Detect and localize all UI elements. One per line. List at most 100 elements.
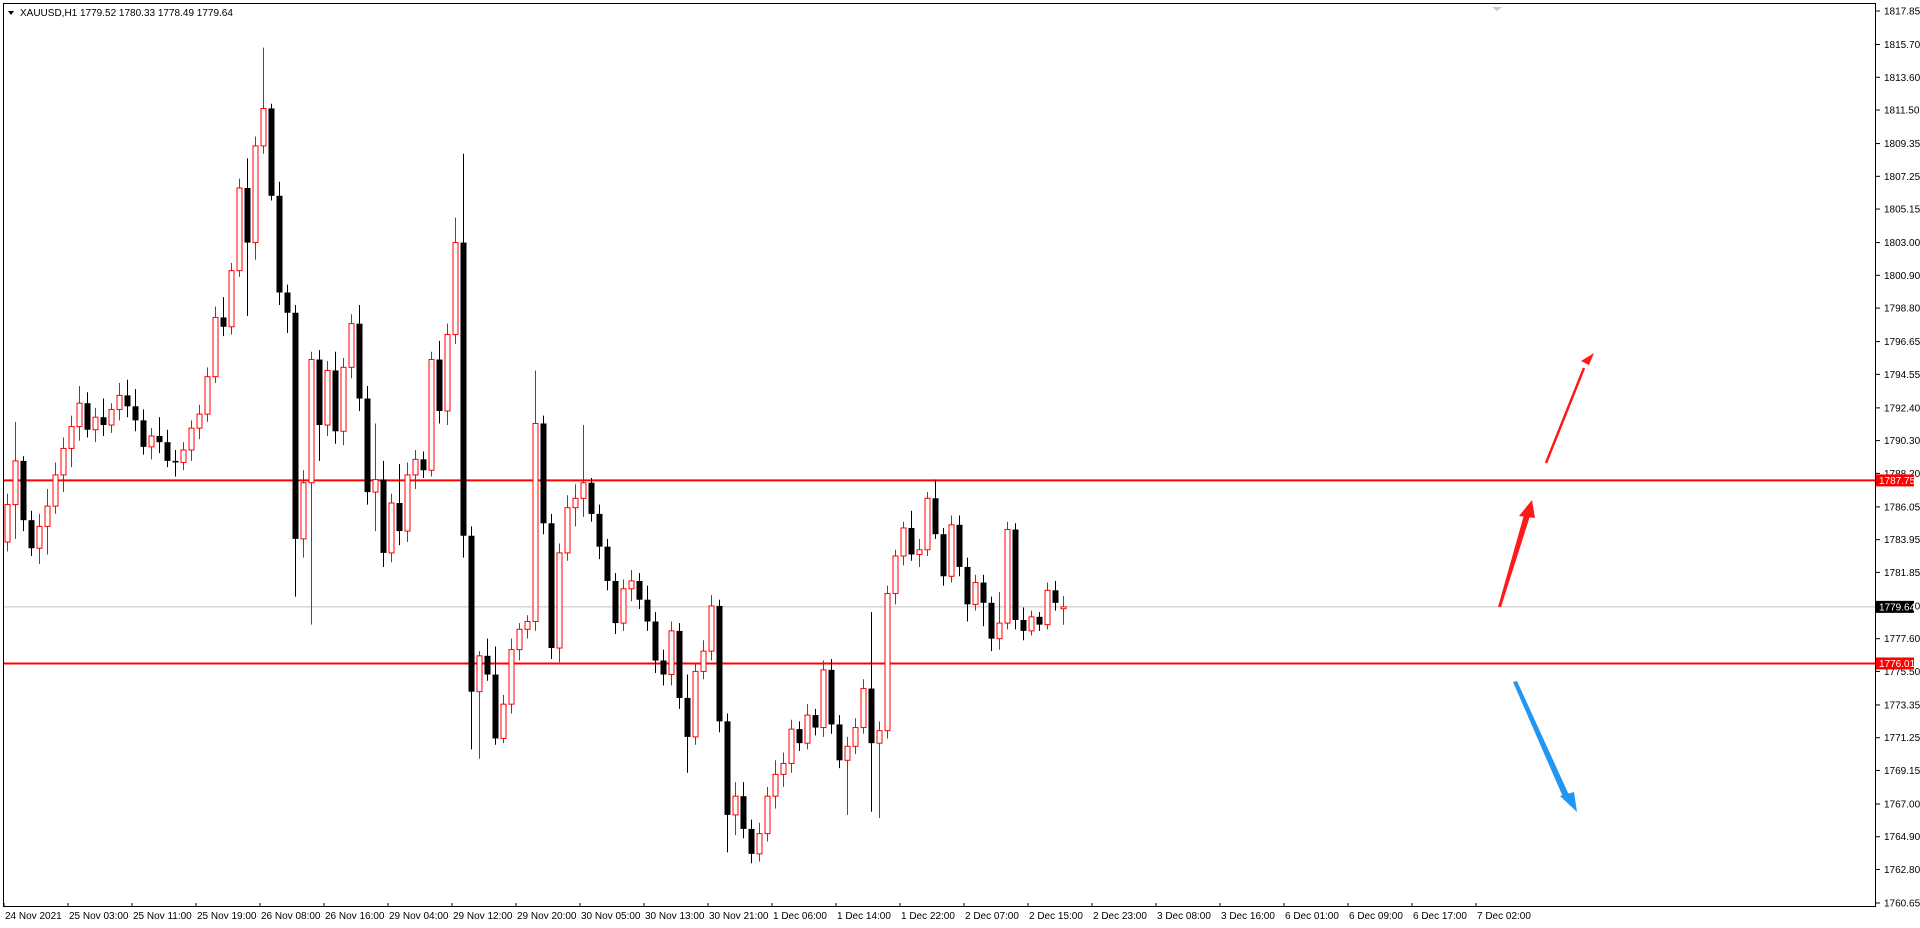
candle-body-bear: [612, 580, 619, 624]
candle-body-bear: [956, 524, 963, 567]
candle-body-bull: [228, 270, 235, 328]
chart-frame: [3, 3, 1876, 907]
candle-body-bull: [628, 580, 635, 590]
candle: [452, 217, 459, 344]
time-tick-label: 29 Nov 12:00: [453, 911, 513, 922]
candle: [508, 638, 515, 714]
candle: [548, 513, 555, 659]
candle-body-bull: [204, 376, 211, 415]
candle: [172, 449, 179, 477]
price-tick-label: 1796.65: [1884, 337, 1920, 348]
candle: [372, 423, 379, 532]
level-price-tag: [1876, 657, 1914, 670]
candle-body-bull: [452, 242, 459, 336]
candle: [28, 510, 35, 557]
candle: [12, 421, 19, 539]
candle-body-bear: [292, 312, 299, 539]
candle-body-bear: [484, 655, 491, 675]
candle-body-bear: [716, 605, 723, 722]
candle: [884, 585, 891, 739]
arrow-down-icon[interactable]: [1513, 681, 1577, 812]
candle-body-bear: [172, 460, 179, 463]
candle: [572, 484, 579, 527]
candle: [732, 782, 739, 836]
candle: [212, 306, 219, 383]
candle-body-bull: [108, 408, 115, 426]
candle: [860, 679, 867, 734]
candle-body-bear: [828, 669, 835, 725]
time-tick-label: 29 Nov 04:00: [389, 911, 449, 922]
candle-body-bull: [668, 630, 675, 676]
candle: [348, 314, 355, 379]
candle: [164, 429, 171, 468]
candle: [868, 612, 875, 812]
candle: [948, 515, 955, 583]
candle-body-bull: [260, 107, 267, 147]
candle: [196, 404, 203, 440]
candle-body-bull: [524, 621, 531, 630]
candle: [484, 638, 491, 681]
candle-body-bull: [564, 507, 571, 554]
candle: [332, 351, 339, 444]
bid-price-label: 1779.64: [1879, 602, 1916, 613]
chart-menu-icon[interactable]: [8, 11, 14, 15]
candle: [748, 819, 755, 864]
candle-body-bear: [940, 534, 947, 577]
candle-body-bull: [580, 482, 587, 499]
candle: [356, 304, 363, 411]
candle-body-bear: [636, 580, 643, 600]
candle-body-bear: [156, 435, 163, 443]
time-tick-label: 1 Dec 06:00: [773, 911, 827, 922]
candle: [44, 488, 51, 555]
candle-body-bear: [932, 498, 939, 535]
candle: [1052, 580, 1059, 611]
scroll-marker-icon[interactable]: [1492, 7, 1502, 11]
arrow-up-large-icon[interactable]: [1544, 353, 1594, 464]
arrow-up-small-icon[interactable]: [1498, 500, 1536, 607]
candle-body-bull: [1028, 616, 1035, 632]
candle-body-bear: [28, 520, 35, 549]
candle: [404, 462, 411, 542]
candle: [908, 510, 915, 561]
candle-body-bear: [268, 108, 275, 196]
candle: [676, 623, 683, 709]
candle: [532, 370, 539, 631]
candle: [756, 822, 763, 862]
candle-body-bull: [700, 650, 707, 672]
candle-body-bull: [52, 474, 59, 507]
price-tick-label: 1786.05: [1884, 502, 1920, 513]
level-lines[interactable]: [4, 479, 1875, 665]
candle: [924, 492, 931, 557]
candle: [788, 719, 795, 773]
candle-body-bear: [436, 359, 443, 411]
candle-body-bear: [284, 292, 291, 313]
candle: [236, 178, 243, 277]
price-tick-label: 1809.35: [1884, 139, 1920, 150]
candle: [820, 660, 827, 737]
candle: [180, 442, 187, 471]
candle: [108, 403, 115, 433]
candle: [836, 715, 843, 769]
candle: [204, 367, 211, 422]
candle-body-bull: [916, 549, 923, 555]
candle: [996, 591, 1003, 650]
candle-body-bull: [252, 145, 259, 244]
candle: [276, 181, 283, 305]
candle-body-bull: [780, 762, 787, 775]
candle-body-bear: [596, 513, 603, 547]
price-tick-label: 1803.00: [1884, 238, 1920, 249]
price-axis: 1817.85 1815.70 1813.60 1811.50 1809.35 1807.…: [1876, 7, 1920, 910]
candle-body-bull: [844, 745, 851, 761]
candle-body-bear: [140, 420, 147, 447]
price-tick-label: 1769.15: [1884, 766, 1920, 777]
candle: [916, 538, 923, 567]
candle-body-bull: [508, 649, 515, 705]
candle-body-bear: [812, 715, 819, 728]
candle: [100, 398, 107, 436]
candle-body-bear: [964, 566, 971, 605]
candle-body-bear: [420, 459, 427, 471]
time-tick-label: 25 Nov 19:00: [197, 911, 257, 922]
chart-header: XAUUSD,H1 1779.52 1780.33 1778.49 1779.6…: [8, 8, 233, 19]
candle: [716, 599, 723, 733]
